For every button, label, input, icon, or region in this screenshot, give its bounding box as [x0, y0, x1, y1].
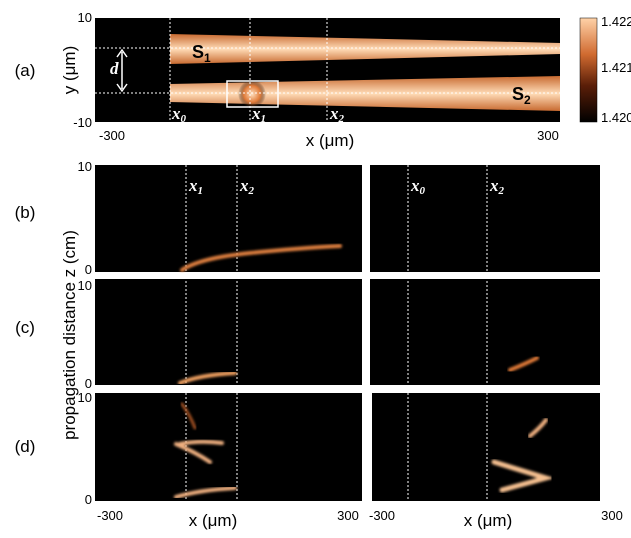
- gap: [95, 385, 600, 393]
- text-part: 1: [204, 51, 211, 65]
- text-part: 2: [524, 93, 531, 107]
- gap: [95, 272, 600, 279]
- beam-spot: [238, 80, 266, 108]
- z-tick-label: 10: [78, 278, 92, 293]
- x-tick-label: -300: [369, 508, 395, 523]
- beam: [180, 244, 342, 272]
- marker-label: x1: [251, 104, 266, 125]
- y-axis-label: y (μm): [60, 46, 79, 95]
- text-part: x: [188, 176, 198, 195]
- x-tick-label: 300: [537, 128, 559, 143]
- y-tick-label: -10: [73, 115, 92, 130]
- map: [95, 279, 362, 385]
- beam: [178, 371, 237, 385]
- marker-label: x2: [329, 104, 345, 125]
- z-tick-label: 0: [85, 262, 92, 277]
- text-part: 1: [261, 113, 267, 125]
- text-part: 1: [198, 185, 204, 197]
- x-tick-label: -300: [97, 508, 123, 523]
- text-part: 2: [338, 113, 345, 125]
- map: [370, 165, 600, 272]
- marker-label: x2: [489, 176, 505, 197]
- map: [372, 393, 600, 501]
- x-axis-label: x (μm): [189, 511, 238, 530]
- beam: [491, 459, 556, 493]
- spot-box: [226, 80, 279, 108]
- x-tick-label: -300: [99, 128, 125, 143]
- marker-label: x2: [239, 176, 255, 197]
- text-part: S: [192, 42, 204, 62]
- s1-label: S1: [192, 42, 211, 65]
- d-arrow: [116, 48, 128, 93]
- z-tick-label: 10: [78, 159, 92, 174]
- text-part: x: [489, 176, 499, 195]
- map: [95, 393, 362, 501]
- beam: [528, 418, 548, 438]
- text-part: x: [329, 104, 339, 123]
- panel-label: (b): [15, 203, 36, 222]
- colorbar-tick-label: 1.422: [601, 14, 631, 29]
- x-tick-label: 300: [601, 508, 623, 523]
- x-axis-label: x (μm): [306, 131, 355, 150]
- map: [370, 279, 600, 385]
- text-part: S: [512, 84, 524, 104]
- waveguide-s1: [170, 34, 560, 64]
- marker-label: x1: [188, 176, 203, 197]
- text-part: x: [251, 104, 261, 123]
- colorbar-tick-label: 1.421: [601, 60, 631, 75]
- z-tick-label: 0: [85, 492, 92, 507]
- beam: [508, 356, 539, 372]
- colorbar-tick-label: 1.420: [601, 110, 631, 125]
- beam: [174, 486, 237, 499]
- z-axis-label: propagation distance z (cm): [60, 230, 79, 440]
- text-part: x: [410, 176, 420, 195]
- marker-label: x0: [410, 176, 426, 197]
- panel-label: (a): [15, 61, 36, 80]
- gap: [362, 165, 370, 501]
- text-part: x: [239, 176, 249, 195]
- panel-label: (c): [15, 318, 35, 337]
- colorbar: [579, 17, 598, 123]
- z-tick-label: 10: [78, 390, 92, 405]
- propagation-maps: [95, 165, 600, 501]
- beam: [180, 402, 197, 430]
- d-label: d: [110, 59, 119, 78]
- text-part: 2: [248, 185, 255, 197]
- beam: [174, 439, 224, 464]
- panel-label: (d): [15, 437, 36, 456]
- marker-label: x0: [171, 104, 187, 125]
- text-part: x: [171, 104, 181, 123]
- x-tick-label: 300: [337, 508, 359, 523]
- z-tick-label: 0: [85, 376, 92, 391]
- s2-label: S2: [512, 84, 531, 107]
- text-part: 2: [498, 185, 505, 197]
- y-tick-label: 10: [78, 10, 92, 25]
- text-part: 0: [181, 113, 187, 125]
- x-axis-label: x (μm): [464, 511, 513, 530]
- text-part: 0: [420, 185, 426, 197]
